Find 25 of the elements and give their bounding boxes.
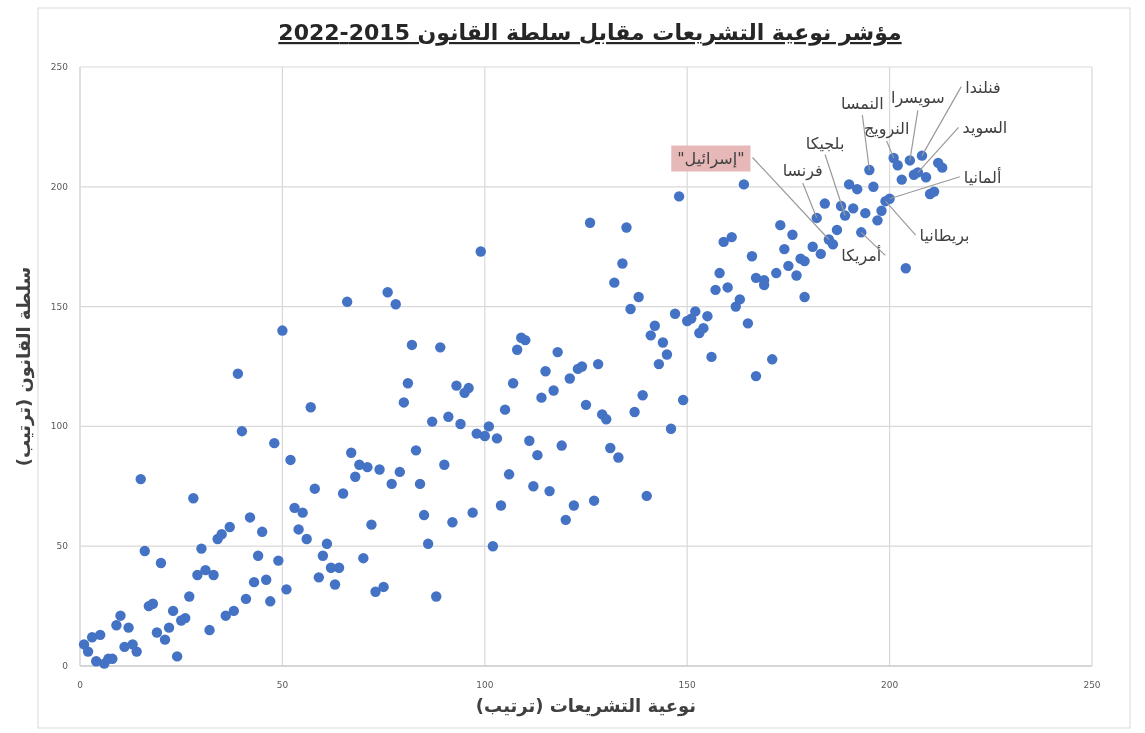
annotation: أمريكا <box>841 245 882 267</box>
x-tick-label: 250 <box>1083 680 1101 690</box>
x-tick-label: 100 <box>476 680 494 690</box>
annotation: النرويج <box>863 119 910 140</box>
y-tick-label: 250 <box>50 62 69 72</box>
annotation: سويسرا <box>891 88 945 109</box>
annotation: النمسا <box>841 94 884 114</box>
annotation: بريطانيا <box>919 226 970 247</box>
y-tick-label: 50 <box>56 541 69 552</box>
y-tick-label: 200 <box>50 181 69 192</box>
y-tick-label: 100 <box>50 421 69 432</box>
annotation: السويد <box>962 118 1008 139</box>
x-tick-label: 200 <box>881 680 899 690</box>
annotation: فنلندا <box>965 77 1001 97</box>
y-tick-label: 0 <box>62 661 69 671</box>
x-axis-title: نوعية التشريعات (ترتيب) <box>475 695 697 717</box>
annotation: فرنسا <box>782 160 823 181</box>
y-axis-title: سلطة القانون (ترتيب) <box>13 266 35 467</box>
x-tick-label: 150 <box>678 680 697 690</box>
x-tick-label: 0 <box>77 680 84 690</box>
annotation: "إسرائيل" <box>677 148 745 169</box>
chart-title: مؤشر نوعية التشريعات مقابل سلطة القانون 2015-2022 <box>278 20 902 46</box>
y-tick-label: 150 <box>50 301 69 312</box>
x-tick-label: 50 <box>276 680 289 690</box>
annotation: بلجيكا <box>805 133 845 153</box>
